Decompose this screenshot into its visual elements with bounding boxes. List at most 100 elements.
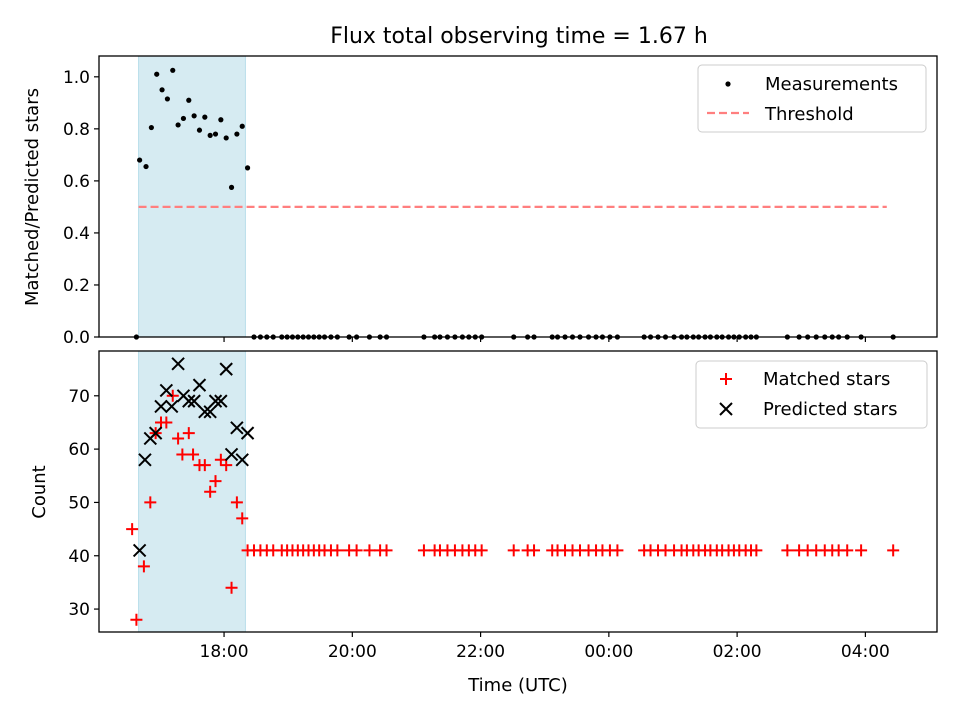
bottom-highlight-layer bbox=[138, 350, 246, 633]
matched-star-point bbox=[781, 544, 794, 557]
bottom-axes-frame bbox=[98, 350, 938, 633]
predicted-star-point bbox=[192, 378, 207, 392]
legend-threshold-label: Threshold bbox=[764, 104, 854, 125]
predicted-star-point bbox=[224, 447, 239, 462]
measurement-point bbox=[180, 115, 187, 122]
predicted-star-point bbox=[164, 399, 179, 414]
top-ytick-label: 0.2 bbox=[63, 276, 90, 296]
measurement-point bbox=[212, 131, 219, 137]
predicted-star-point bbox=[159, 383, 174, 398]
legend-matched-marker bbox=[720, 373, 732, 385]
bottom-legend-box bbox=[695, 360, 928, 429]
matched-star-point bbox=[475, 544, 488, 557]
measurement-point bbox=[154, 71, 160, 77]
legend-matched-label: Matched stars bbox=[763, 369, 890, 390]
bottom-xtick-label: 02:00 bbox=[713, 642, 762, 662]
measurement-point bbox=[164, 96, 171, 102]
matched-star-point bbox=[887, 544, 900, 557]
top-highlight-span bbox=[138, 55, 246, 338]
matched-star-point bbox=[198, 459, 211, 472]
predicted-star-point bbox=[198, 405, 212, 419]
top-highlight-layer bbox=[138, 55, 246, 338]
predicted-star-point bbox=[203, 405, 217, 419]
top-legend: Measurements Threshold bbox=[697, 64, 927, 133]
measurement-point bbox=[170, 67, 176, 73]
predicted-star-point bbox=[138, 453, 152, 467]
matched-star-point bbox=[182, 427, 195, 440]
matched-star-point bbox=[176, 448, 189, 461]
measurement-point bbox=[137, 157, 143, 163]
measurement-point bbox=[148, 124, 154, 131]
bottom-panel: 30 40 50 60 70 18:00 20:00 22:00 00:00 02:00 04:00… bbox=[29, 350, 938, 696]
bottom-ytick-label: 30 bbox=[68, 600, 90, 620]
predicted-star-point bbox=[148, 426, 163, 440]
measurement-point bbox=[234, 131, 240, 137]
matched-star-point bbox=[220, 459, 233, 472]
predicted-star-point bbox=[240, 426, 255, 440]
matched-star-point bbox=[144, 496, 157, 509]
matched-star-point bbox=[126, 523, 139, 536]
matched-star-point bbox=[209, 475, 222, 488]
matched-star-point bbox=[380, 544, 393, 557]
bottom-legend: Matched stars Predicted stars bbox=[695, 360, 928, 429]
bottom-xtick-label: 18:00 bbox=[200, 642, 249, 662]
top-panel: 0.0 0.2 0.4 0.6 0.8 1.0 Matched/Predicted sta… bbox=[22, 55, 938, 348]
legend-predicted-label: Predicted stars bbox=[763, 399, 897, 420]
matched-star-point bbox=[350, 544, 363, 557]
matched-star-point bbox=[417, 544, 430, 557]
matched-star-point bbox=[331, 544, 344, 557]
top-axes-frame bbox=[98, 55, 938, 338]
predicted-star-point bbox=[208, 394, 223, 408]
bottom-xtick-label: 00:00 bbox=[584, 642, 633, 662]
measurement-point bbox=[202, 114, 208, 120]
predicted-star-point bbox=[132, 543, 147, 558]
bottom-xtick-label: 20:00 bbox=[328, 642, 377, 662]
predicted-star-point bbox=[230, 421, 244, 435]
matched-star-point bbox=[160, 416, 173, 429]
top-ytick-label: 0.4 bbox=[63, 224, 90, 244]
top-axis-layer: 0.0 0.2 0.4 0.6 0.8 1.0 bbox=[63, 68, 866, 348]
matched-star-point bbox=[363, 544, 376, 557]
top-ytick-label: 1.0 bbox=[63, 68, 90, 88]
bottom-xtick-label: 04:00 bbox=[841, 642, 890, 662]
measurement-point bbox=[175, 122, 181, 128]
matched-star-point bbox=[528, 544, 541, 557]
matched-star-point bbox=[204, 485, 217, 498]
bottom-highlight-span bbox=[138, 350, 246, 633]
measurement-point bbox=[239, 123, 245, 129]
measurement-point bbox=[207, 132, 213, 138]
bottom-xtick-label: 22:00 bbox=[456, 642, 505, 662]
measurement-point bbox=[244, 165, 251, 171]
bottom-ytick-label: 60 bbox=[68, 440, 90, 460]
bottom-plot-layer bbox=[126, 357, 900, 626]
top-ytick-label: 0.8 bbox=[63, 120, 90, 140]
measurement-point bbox=[228, 184, 235, 190]
measurement-point bbox=[191, 113, 197, 119]
measurement-point bbox=[218, 117, 224, 123]
matched-star-point bbox=[750, 544, 763, 557]
matched-star-point bbox=[230, 496, 243, 509]
measurement-point bbox=[159, 87, 165, 93]
legend-predicted-marker bbox=[719, 402, 733, 416]
measurement-point bbox=[186, 97, 192, 103]
matched-star-point bbox=[225, 581, 238, 594]
measurement-point bbox=[196, 127, 203, 133]
measurement-point bbox=[143, 163, 149, 170]
bottom-ytick-label: 40 bbox=[68, 547, 90, 567]
chart-title: Flux total observing time = 1.67 h bbox=[330, 24, 708, 49]
predicted-star-point bbox=[235, 453, 249, 467]
matched-star-point bbox=[137, 560, 150, 573]
top-legend-box bbox=[697, 64, 927, 133]
matched-star-point bbox=[172, 432, 185, 445]
predicted-star-point bbox=[154, 399, 168, 414]
top-ylabel: Matched/Predicted stars bbox=[22, 88, 43, 306]
bottom-ytick-label: 50 bbox=[68, 493, 90, 513]
matched-star-point bbox=[841, 544, 854, 557]
top-ytick-label: 0.6 bbox=[63, 172, 90, 192]
predicted-star-point bbox=[219, 362, 233, 376]
matched-star-point bbox=[611, 544, 624, 557]
bottom-axis-layer: 30 40 50 60 70 18:00 20:00 22:00 00:00 02:00 04:00 bbox=[68, 387, 890, 662]
legend-measurements-marker bbox=[725, 81, 731, 87]
bottom-ytick-label: 70 bbox=[68, 387, 90, 407]
legend-measurements-label: Measurements bbox=[765, 74, 898, 95]
